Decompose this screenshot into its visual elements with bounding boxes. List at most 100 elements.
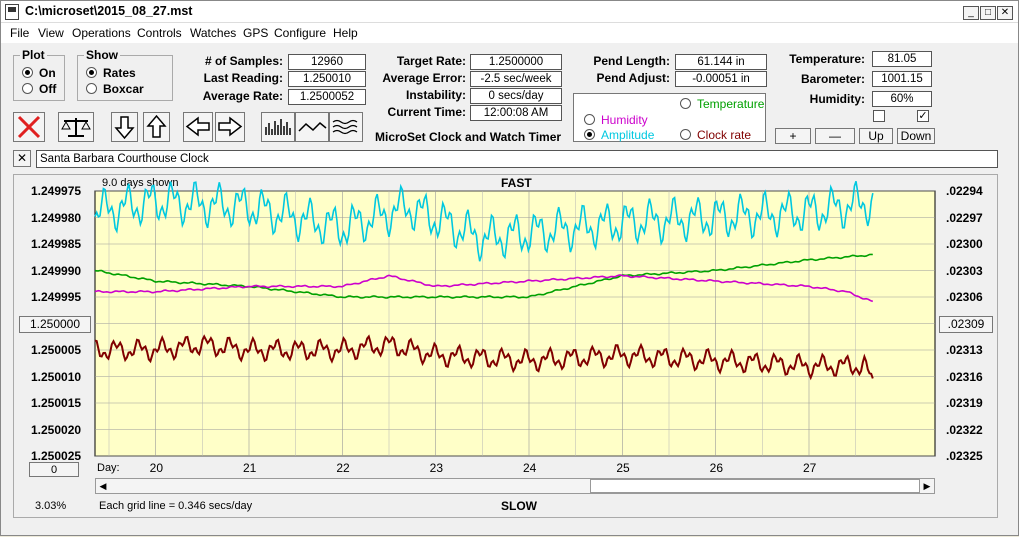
day-tick-label: 21 bbox=[243, 461, 257, 475]
left-arrow-button[interactable] bbox=[183, 112, 213, 142]
plot-off-radio[interactable]: Off bbox=[22, 82, 56, 96]
samples-value: 12960 bbox=[288, 54, 366, 70]
menu-bar: File View Operations Controls Watches GP… bbox=[1, 23, 1018, 43]
instability-value: 0 secs/day bbox=[470, 88, 562, 104]
humidity-radio[interactable]: Humidity bbox=[584, 113, 648, 127]
title-bar: C:\microset\2015_08_27.mst _ □ ✕ bbox=[1, 1, 1018, 23]
show-rates-radio[interactable]: Rates bbox=[86, 66, 136, 80]
show-group: Show Rates Boxcar bbox=[77, 48, 173, 101]
minimize-button[interactable]: _ bbox=[963, 6, 979, 20]
balance-button[interactable] bbox=[58, 112, 94, 142]
day-axis-label: Day: bbox=[97, 462, 120, 474]
average-rate-value: 1.2500052 bbox=[288, 89, 366, 105]
menu-configure[interactable]: Configure bbox=[274, 26, 327, 40]
pend-length-label: Pend Length: bbox=[593, 54, 670, 68]
right-tick-label: .02325 bbox=[946, 449, 983, 463]
arrow-right-icon bbox=[218, 116, 243, 137]
left-tick-label: 1.250005 bbox=[31, 343, 82, 357]
percent-readout: 3.03% bbox=[35, 500, 67, 512]
histogram-icon bbox=[265, 119, 291, 135]
histogram-button[interactable] bbox=[261, 112, 295, 142]
up-button[interactable]: Up bbox=[859, 128, 893, 144]
humidity-value: 60% bbox=[872, 91, 932, 107]
current-time-label: Current Time: bbox=[387, 105, 466, 119]
temperature-label: Temperature: bbox=[789, 52, 865, 66]
left-tick-label: 1.249980 bbox=[31, 210, 82, 225]
clear-description-button[interactable]: ✕ bbox=[13, 150, 31, 167]
down-arrow-button[interactable] bbox=[111, 112, 138, 142]
menu-file[interactable]: File bbox=[10, 26, 30, 40]
checkbox-right[interactable]: ✓ bbox=[917, 110, 929, 122]
barometer-label: Barometer: bbox=[800, 72, 865, 86]
plus-button[interactable]: + bbox=[775, 128, 811, 144]
menu-help[interactable]: Help bbox=[333, 26, 358, 40]
right-tick-label: .02313 bbox=[946, 343, 983, 357]
menu-watches[interactable]: Watches bbox=[190, 26, 237, 40]
plot-group-title: Plot bbox=[20, 48, 47, 62]
scroll-right-icon[interactable]: ▶ bbox=[923, 481, 931, 491]
right-center-button[interactable]: .02309 bbox=[939, 316, 993, 333]
horizontal-scrollbar[interactable]: ◀ ▶ bbox=[95, 478, 935, 494]
grid-note: Each grid line = 0.346 secs/day bbox=[99, 500, 253, 512]
radio-dot-icon bbox=[584, 114, 595, 125]
window-title: C:\microset\2015_08_27.mst bbox=[25, 4, 193, 18]
zero-button[interactable]: 0 bbox=[29, 462, 79, 477]
show-group-title: Show bbox=[84, 48, 120, 62]
app-icon bbox=[5, 4, 19, 20]
description-input[interactable]: Santa Barbara Courthouse Clock bbox=[36, 150, 998, 168]
left-tick-label: 1.250015 bbox=[31, 396, 82, 410]
down-button[interactable]: Down bbox=[897, 128, 935, 144]
average-error-label: Average Error: bbox=[382, 71, 466, 85]
up-arrow-button[interactable] bbox=[143, 112, 170, 142]
last-reading-label: Last Reading: bbox=[203, 71, 283, 85]
slow-label: SLOW bbox=[501, 499, 537, 513]
show-boxcar-radio[interactable]: Boxcar bbox=[86, 82, 144, 96]
pend-length-value[interactable]: 61.144 in bbox=[675, 54, 767, 70]
app-caption: MicroSet Clock and Watch Timer bbox=[375, 130, 562, 144]
wave-plot-button[interactable] bbox=[329, 112, 363, 142]
left-center-button[interactable]: 1.250000 bbox=[19, 316, 91, 333]
right-arrow-button[interactable] bbox=[215, 112, 245, 142]
menu-operations[interactable]: Operations bbox=[72, 26, 131, 40]
stop-button[interactable] bbox=[13, 112, 45, 142]
target-rate-value[interactable]: 1.2500000 bbox=[470, 54, 562, 70]
left-tick-label: 1.249985 bbox=[31, 237, 82, 251]
right-tick-label: .02303 bbox=[946, 263, 983, 278]
balance-scale-icon bbox=[61, 118, 91, 137]
right-tick-label: .02300 bbox=[946, 237, 983, 251]
amplitude-radio[interactable]: Amplitude bbox=[584, 128, 654, 142]
average-rate-label: Average Rate: bbox=[202, 89, 283, 103]
radio-dot-icon bbox=[86, 67, 97, 78]
scroll-left-icon[interactable]: ◀ bbox=[99, 481, 107, 491]
radio-dot-icon bbox=[22, 83, 33, 94]
plot-on-radio[interactable]: On bbox=[22, 66, 56, 80]
day-tick-label: 24 bbox=[523, 461, 537, 475]
day-tick-label: 20 bbox=[149, 461, 164, 475]
radio-dot-icon bbox=[584, 129, 595, 140]
left-tick-label: 1.249995 bbox=[31, 290, 82, 304]
scroll-thumb[interactable] bbox=[590, 479, 920, 493]
average-error-value: -2.5 sec/week bbox=[470, 71, 562, 87]
menu-gps[interactable]: GPS bbox=[243, 26, 269, 40]
right-tick-label: .02316 bbox=[946, 369, 983, 384]
line-plot-button[interactable] bbox=[295, 112, 329, 142]
checkbox-left[interactable] bbox=[873, 110, 885, 122]
pend-adjust-label: Pend Adjust: bbox=[596, 71, 670, 85]
right-tick-label: .02319 bbox=[946, 396, 983, 410]
day-tick-label: 23 bbox=[429, 461, 444, 475]
left-tick-label: 1.250010 bbox=[31, 369, 82, 384]
instability-label: Instability: bbox=[405, 88, 466, 102]
right-tick-label: .02322 bbox=[946, 422, 983, 437]
right-tick-label: .02297 bbox=[946, 210, 983, 225]
maximize-button[interactable]: □ bbox=[980, 6, 996, 20]
menu-view[interactable]: View bbox=[38, 26, 64, 40]
clock-rate-radio[interactable]: Clock rate bbox=[680, 128, 751, 142]
day-tick-label: 26 bbox=[709, 461, 724, 475]
barometer-value: 1001.15 bbox=[872, 71, 932, 87]
series-line-temperature bbox=[94, 253, 873, 299]
minus-button[interactable]: — bbox=[815, 128, 855, 144]
arrow-up-icon bbox=[146, 114, 167, 138]
menu-controls[interactable]: Controls bbox=[137, 26, 182, 40]
temperature-radio[interactable]: Temperature bbox=[680, 97, 764, 111]
close-window-button[interactable]: ✕ bbox=[997, 6, 1013, 20]
